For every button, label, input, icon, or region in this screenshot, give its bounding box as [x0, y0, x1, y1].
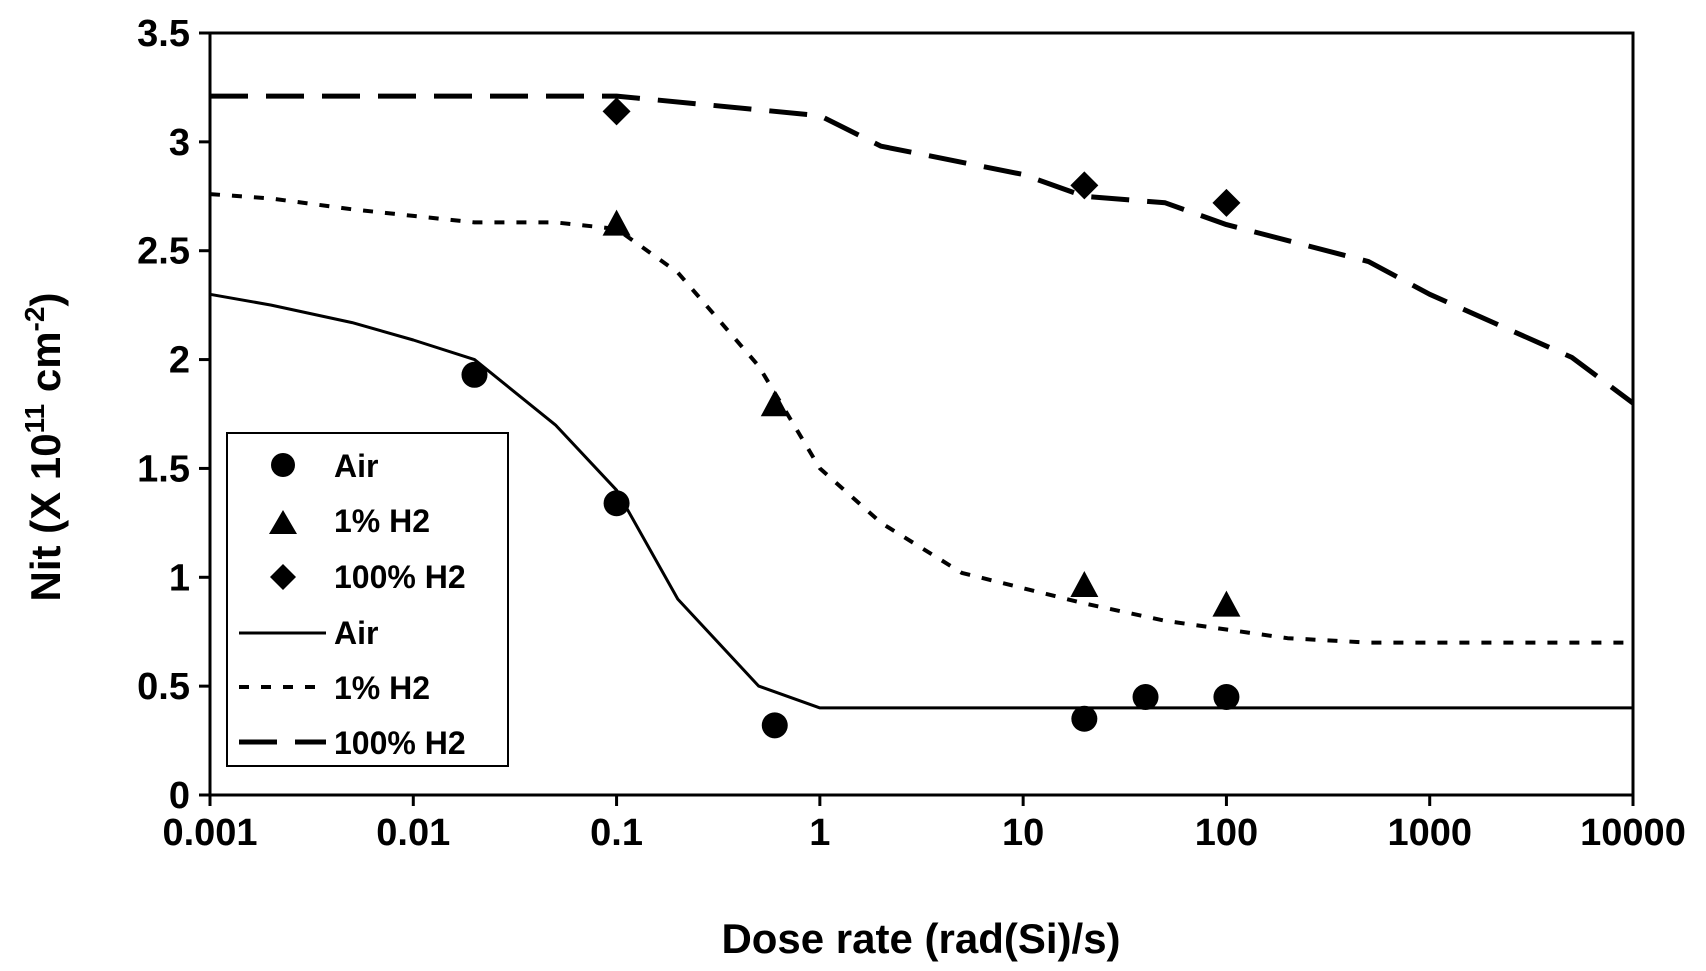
data-point-air	[1213, 684, 1240, 711]
x-tick-label: 10000	[1580, 812, 1686, 854]
x-axis-title: Dose rate (rad(Si)/s)	[721, 915, 1120, 962]
legend: Air 1% H2 100% H2 Air 1% H2 100% H2	[226, 432, 509, 767]
x-tick-label: 100	[1195, 812, 1258, 854]
data-point-100pct-h2	[1212, 188, 1241, 217]
x-tick-label: 0.01	[376, 812, 450, 854]
x-tick-label: 1000	[1387, 812, 1472, 854]
y-tick-label: 0	[169, 775, 190, 817]
data-point-1pct-h2	[1212, 590, 1241, 617]
legend-box	[226, 432, 509, 767]
legend-marker-air	[271, 453, 295, 477]
legend-label-100pct-h2-markers: 100% H2	[334, 559, 466, 595]
data-point-air	[1132, 684, 1159, 711]
data-point-air	[1071, 705, 1098, 732]
legend-label-1pct-h2-markers: 1% H2	[334, 503, 430, 539]
x-tick-label: 0.1	[590, 812, 643, 854]
y-tick-label: 3.5	[137, 13, 190, 55]
legend-marker-100pct-h2	[270, 564, 296, 590]
legend-label-air-line: Air	[334, 615, 378, 651]
y-axis-title-suffix: )	[22, 293, 69, 307]
series-line-100pct-h2	[210, 93, 1635, 406]
y-tick-label: 0.5	[137, 666, 190, 708]
data-point-air	[461, 361, 488, 388]
x-axis: 0.001 0.01 0.1 1 10 100 1000 10000	[162, 795, 1686, 854]
data-point-1pct-h2	[760, 390, 789, 417]
y-tick-label: 2	[169, 340, 190, 382]
y-axis-title-sup1: 11	[19, 404, 50, 434]
legend-label-air-markers: Air	[334, 448, 378, 484]
legend-label-1pct-h2-line: 1% H2	[334, 670, 430, 706]
data-point-100pct-h2	[602, 97, 631, 126]
data-point-1pct-h2	[602, 209, 631, 236]
data-point-air	[603, 490, 630, 517]
plot-lines	[209, 93, 1635, 710]
y-axis-title-prefix: Nit (X 10	[22, 433, 69, 601]
y-tick-label: 1	[169, 557, 190, 599]
y-axis-title-sup2: -2	[19, 307, 50, 332]
plot-markers	[461, 97, 1241, 739]
y-tick-label: 1.5	[137, 448, 190, 490]
data-point-100pct-h2	[1070, 171, 1099, 200]
x-tick-label: 1	[809, 812, 830, 854]
y-axis-title: Nit (X 1011 cm-2)	[19, 293, 69, 602]
y-axis-title-mid: cm	[22, 331, 69, 403]
data-point-1pct-h2	[1070, 570, 1099, 597]
data-point-air	[761, 712, 788, 739]
y-axis: 0 0.5 1 1.5 2 2.5 3 3.5	[137, 13, 210, 817]
plot-area-frame	[208, 31, 1635, 797]
legend-marker-1pct-h2	[269, 510, 297, 534]
x-tick-label: 0.001	[162, 812, 257, 854]
y-tick-label: 2.5	[137, 231, 190, 273]
x-tick-label: 10	[1002, 812, 1044, 854]
y-tick-label: 3	[169, 122, 190, 164]
series-line-air	[209, 292, 1633, 710]
legend-label-100pct-h2-line: 100% H2	[334, 725, 466, 761]
